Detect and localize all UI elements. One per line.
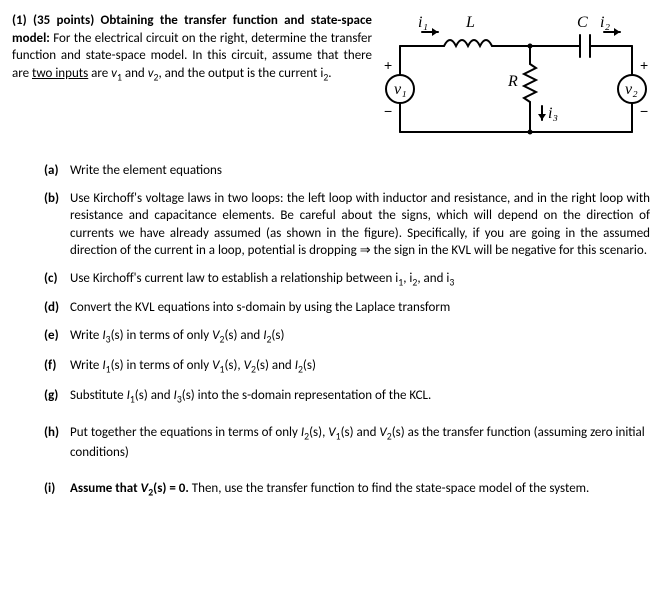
t: and xyxy=(269,358,295,373)
label-v2: v₂ xyxy=(625,81,638,98)
part-text: Use Kirchoff's current law to establish … xyxy=(70,270,650,290)
a: (s) = 0. xyxy=(153,481,189,496)
problem-points: (35 points) xyxy=(33,13,94,28)
a: (s) xyxy=(224,358,237,373)
part-label: (f) xyxy=(44,357,70,377)
part-b: (b) Use Kirchoff's voltage laws in two l… xyxy=(44,190,650,260)
part-label: (e) xyxy=(44,327,70,347)
t: and xyxy=(354,425,380,440)
circuit-figure: i₁ L C i₂ R i₃ v₁ v₂ + − + − xyxy=(382,12,650,152)
intro-and: and xyxy=(122,66,148,81)
t: Write xyxy=(70,328,102,343)
t: into the s-domain representation of the … xyxy=(195,388,432,403)
part-text: Write I3(s) in terms of only V2(s) and I… xyxy=(70,327,650,347)
problem-intro: (1) (35 points) Obtaining the transfer f… xyxy=(12,12,372,84)
part-label: (c) xyxy=(44,270,70,290)
a: (s) xyxy=(135,388,148,403)
part-c: (c) Use Kirchoff's current law to establ… xyxy=(44,270,650,290)
part-label: (a) xyxy=(44,162,70,180)
label-v1: v₁ xyxy=(394,81,407,98)
f: V xyxy=(212,328,219,343)
part-a: (a) Write the element equations xyxy=(44,162,650,180)
t: Use Kirchoff's current law to establish … xyxy=(70,271,398,286)
t: in terms of only xyxy=(124,328,213,343)
part-text: Use Kirchoff's voltage laws in two loops… xyxy=(70,190,650,260)
f: V xyxy=(328,425,335,440)
intro-text-2: are xyxy=(88,66,111,81)
a: (s) xyxy=(224,328,237,343)
intro-dot: . xyxy=(328,66,331,81)
t: Then, use the transfer function to find … xyxy=(189,481,589,496)
part-label: (b) xyxy=(44,190,70,260)
s: 3 xyxy=(449,276,454,288)
plus-right: + xyxy=(640,57,648,73)
a: (s) xyxy=(309,425,322,440)
t: and xyxy=(148,388,174,403)
part-text: Convert the KVL equations into s-domain … xyxy=(70,299,650,317)
f: V xyxy=(244,358,251,373)
label-R: R xyxy=(507,73,518,90)
part-h: (h) Put together the equations in terms … xyxy=(44,424,650,461)
label-L: L xyxy=(465,14,475,31)
t: Write xyxy=(70,358,102,373)
label-i2: i₂ xyxy=(600,14,610,31)
part-i: (i) Assume that V2(s) = 0. Then, use the… xyxy=(44,480,650,500)
part-label: (d) xyxy=(44,299,70,317)
f: V xyxy=(379,425,386,440)
f: V xyxy=(212,358,219,373)
label-i3: i₃ xyxy=(548,105,558,122)
t: in terms of only xyxy=(124,358,213,373)
label-i1: i₁ xyxy=(418,14,428,31)
part-text: Put together the equations in terms of o… xyxy=(70,424,650,461)
part-g: (g) Substitute I1(s) and I3(s) into the … xyxy=(44,387,650,407)
t: Put together the equations in terms of o… xyxy=(70,425,301,440)
a: (s) xyxy=(256,358,269,373)
t: , and i xyxy=(417,271,449,286)
part-label: (h) xyxy=(44,424,70,461)
part-label: (i) xyxy=(44,480,70,500)
plus-left: + xyxy=(384,57,392,73)
minus-right: − xyxy=(640,103,648,119)
a: (s) xyxy=(111,328,124,343)
a: (s) xyxy=(271,328,284,343)
a: (s) xyxy=(341,425,354,440)
a: (s) xyxy=(392,425,405,440)
a: (s) xyxy=(111,358,124,373)
part-text: Assume that V2(s) = 0. Then, use the tra… xyxy=(70,480,650,500)
subparts-list: (a) Write the element equations (b) Use … xyxy=(12,162,650,499)
part-text: Write the element equations xyxy=(70,162,650,180)
part-e: (e) Write I3(s) in terms of only V2(s) a… xyxy=(44,327,650,347)
a: (s) xyxy=(303,358,316,373)
problem-number: (1) xyxy=(12,13,27,28)
t: and xyxy=(237,328,263,343)
part-text: Substitute I1(s) and I3(s) into the s-do… xyxy=(70,387,650,407)
t: , i xyxy=(403,271,412,286)
t: Assume that xyxy=(70,481,141,496)
intro-underline: two inputs xyxy=(32,66,88,81)
part-text: Write I1(s) in terms of only V1(s), V2(s… xyxy=(70,357,650,377)
minus-left: − xyxy=(384,103,392,119)
intro-tail: , and the output is the current i xyxy=(158,66,323,81)
a: (s) xyxy=(182,388,195,403)
label-C: C xyxy=(577,14,588,31)
part-d: (d) Convert the KVL equations into s-dom… xyxy=(44,299,650,317)
part-f: (f) Write I1(s) in terms of only V1(s), … xyxy=(44,357,650,377)
part-label: (g) xyxy=(44,387,70,407)
t: Substitute xyxy=(70,388,127,403)
